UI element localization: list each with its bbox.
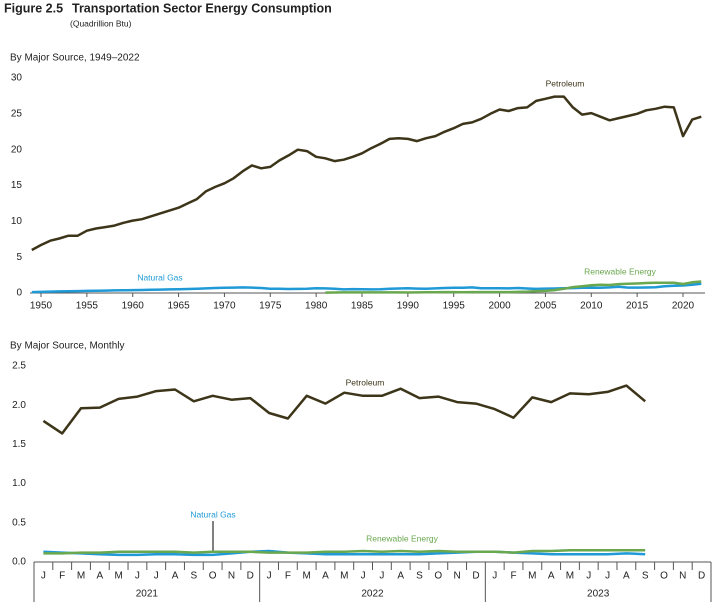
x-tick-label: 2010 [580,301,603,312]
year-label: 2022 [361,589,384,600]
x-tick-label: F [285,571,291,582]
x-tick-label: M [340,571,348,582]
year-label: 2023 [587,589,610,600]
x-tick-label: 1965 [167,301,190,312]
x-tick-label: S [191,571,198,582]
y-tick-label: 1.5 [12,439,26,450]
x-tick-label: J [135,571,140,582]
x-tick-label: M [528,571,536,582]
x-tick-label: J [154,571,159,582]
figure-number: Figure 2.5 [4,1,63,15]
x-tick-label: A [322,571,329,582]
x-tick-label: D [698,571,705,582]
x-tick-label: 2005 [534,301,557,312]
x-tick-label: J [379,571,384,582]
x-tick-label: J [41,571,46,582]
chart-subtitle: By Major Source, Monthly [10,341,125,352]
x-tick-label: A [623,571,630,582]
series-line [31,282,702,294]
x-tick-label: 1990 [397,301,420,312]
year-label: 2021 [136,589,159,600]
x-tick-label: 1975 [259,301,282,312]
y-tick-label: 1.0 [12,478,26,489]
series-line [325,280,702,294]
x-tick-label: 2015 [626,301,649,312]
x-tick-label: J [605,571,610,582]
y-tick-label: 0 [16,288,22,299]
x-tick-label: J [492,571,497,582]
x-tick-label: D [472,571,479,582]
y-tick-label: 0.5 [12,517,26,528]
series-label: Renewable Energy [366,533,439,543]
x-tick-label: F [59,571,65,582]
x-tick-label: 1995 [443,301,466,312]
x-tick-label: N [454,571,461,582]
chart-subtitle: By Major Source, 1949–2022 [10,53,140,64]
x-tick-label: 1970 [213,301,236,312]
x-tick-label: 1980 [305,301,328,312]
x-tick-label: D [247,571,254,582]
x-tick-label: A [172,571,179,582]
y-tick-label: 2.0 [12,400,26,411]
series-label: Petroleum [546,78,585,88]
x-tick-label: A [397,571,404,582]
x-tick-label: J [361,571,366,582]
x-tick-label: 1985 [351,301,374,312]
series-line [43,549,646,557]
series-line [43,548,646,555]
x-tick-label: J [267,571,272,582]
x-tick-label: S [416,571,423,582]
x-tick-label: M [77,571,85,582]
x-tick-label: 2020 [672,301,695,312]
series-label: Natural Gas [137,272,182,282]
x-tick-label: M [114,571,122,582]
series-label: Renewable Energy [584,266,657,276]
x-tick-label: A [548,571,555,582]
x-tick-label: N [228,571,235,582]
series-label: Natural Gas [190,509,235,519]
x-tick-label: O [209,571,217,582]
x-tick-label: M [566,571,574,582]
y-tick-label: 0.0 [12,557,26,568]
x-tick-label: 1950 [30,301,53,312]
series-label: Petroleum [346,377,385,387]
x-tick-label: M [303,571,311,582]
x-tick-label: J [586,571,591,582]
series-line [42,384,647,435]
x-tick-label: S [642,571,649,582]
x-tick-label: N [679,571,686,582]
series-line [31,95,702,252]
y-tick-label: 5 [16,252,22,263]
figure-title: Transportation Sector Energy Consumption [72,1,332,15]
y-tick-label: 20 [11,144,23,155]
x-tick-label: O [660,571,668,582]
y-tick-label: 2.5 [12,361,26,372]
y-tick-label: 25 [11,108,23,119]
y-tick-label: 15 [11,180,23,191]
x-tick-label: O [434,571,442,582]
y-tick-label: 30 [11,73,23,84]
x-tick-label: F [510,571,516,582]
x-tick-label: 1955 [76,301,99,312]
y-tick-label: 10 [11,216,23,227]
x-tick-label: 1960 [122,301,145,312]
units: (Quadrillion Btu) [70,18,132,28]
x-tick-label: 2000 [488,301,511,312]
x-tick-label: A [96,571,103,582]
